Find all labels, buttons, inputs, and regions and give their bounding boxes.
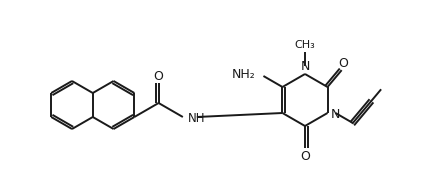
Text: O: O bbox=[300, 149, 310, 162]
Text: O: O bbox=[154, 70, 164, 83]
Text: N: N bbox=[300, 59, 310, 73]
Text: NH: NH bbox=[188, 112, 205, 126]
Text: N: N bbox=[331, 108, 340, 121]
Text: O: O bbox=[339, 57, 348, 70]
Text: CH₃: CH₃ bbox=[295, 40, 315, 50]
Text: NH₂: NH₂ bbox=[232, 67, 256, 80]
